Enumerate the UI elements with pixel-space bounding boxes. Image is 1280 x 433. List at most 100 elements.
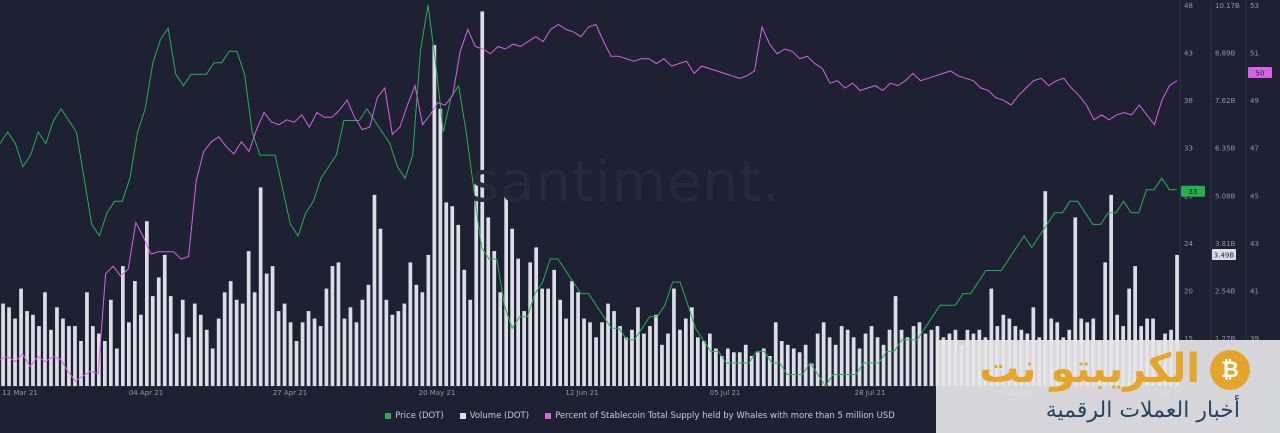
volume-bar [630, 329, 634, 386]
volume-bar [755, 352, 760, 386]
volume-bar [767, 356, 772, 386]
x-tick-label: 04 Apr 21 [129, 389, 163, 397]
volume-bar [79, 341, 83, 386]
price-current-badge-label: 33 [1189, 188, 1198, 196]
volume-bar [486, 217, 491, 386]
volume-bar [276, 311, 281, 386]
volume-bar [492, 251, 497, 386]
volume-bar [150, 296, 155, 386]
x-tick-label: 12 Jun 21 [565, 389, 598, 397]
volume-bar [833, 344, 838, 386]
legend-label-volume: Volume (DOT) [469, 411, 530, 421]
bitcoin-coin-icon: ₿ [1210, 350, 1250, 390]
volume-bar [240, 303, 245, 386]
volume-bar [109, 299, 113, 386]
volume-bar [749, 356, 754, 386]
volume-bar [37, 326, 41, 386]
volume-bar [929, 329, 934, 386]
whale-tick-label: 47 [1250, 145, 1259, 153]
price-tick-label: 33 [1184, 145, 1193, 153]
volume-bar [552, 269, 556, 386]
volume-bar [348, 307, 353, 386]
volume-bar [905, 337, 910, 386]
volume-bar [917, 322, 922, 386]
site-logo: ₿ الكريبتو نت أخبار العملات الرقمية [936, 340, 1280, 433]
volume-bar [887, 329, 892, 386]
whale-tick-label: 43 [1250, 240, 1259, 248]
volume-tick-label: 10.17B [1215, 2, 1240, 10]
volume-bar [156, 277, 161, 386]
volume-bar [534, 247, 538, 386]
volume-bar [881, 344, 886, 386]
volume-bar [414, 284, 419, 386]
volume-bar [989, 288, 994, 386]
volume-bar [1043, 191, 1048, 386]
legend-item-price[interactable]: Price (DOT) [385, 411, 444, 421]
volume-bar [851, 337, 856, 386]
volume-bar [133, 281, 137, 386]
volume-bar [145, 221, 149, 386]
volume-bar [875, 337, 880, 386]
volume-bar [468, 299, 473, 386]
volume-bar [85, 292, 89, 386]
volume-bar [378, 228, 383, 386]
volume-bar [354, 322, 359, 386]
logo-subtitle: أخبار العملات الرقمية [1045, 398, 1240, 423]
volume-bar [91, 326, 95, 386]
volume-tick-label: 5.08B [1215, 192, 1236, 200]
volume-bar [791, 348, 796, 386]
volume-bar [372, 194, 377, 386]
volume-bar [678, 329, 682, 386]
volume-bar [899, 329, 904, 386]
volume-bar [582, 318, 586, 386]
volume-bar [504, 191, 508, 386]
volume-bar [43, 292, 47, 386]
volume-bar [737, 352, 742, 386]
volume-bar [702, 341, 706, 386]
volume-bar [270, 266, 275, 386]
volume-bar [815, 333, 820, 386]
volume-bar [210, 348, 215, 386]
logo-title: الكريبتو نت [979, 346, 1200, 392]
legend-label-price: Price (DOT) [395, 411, 444, 421]
volume-bar [121, 266, 125, 386]
legend-item-whale[interactable]: Percent of Stablecoin Total Supply held … [545, 411, 895, 421]
price-tick-label: 20 [1184, 287, 1193, 295]
legend-item-volume[interactable]: Volume (DOT) [459, 411, 530, 421]
volume-tick-label: 8.89B [1215, 50, 1236, 58]
volume-bar [222, 292, 227, 386]
volume-tick-label: 6.35B [1215, 145, 1236, 153]
whale-tick-label: 41 [1250, 287, 1259, 295]
volume-bar [180, 299, 185, 386]
volume-bar [139, 314, 143, 386]
volume-bar [666, 333, 670, 386]
volume-bar [55, 307, 59, 386]
volume-bar [558, 299, 562, 386]
volume-bar [779, 341, 784, 386]
volume-bar [318, 326, 323, 386]
chart-legend: Price (DOT) Volume (DOT) Percent of Stab… [0, 406, 1280, 426]
volume-bar [192, 303, 197, 386]
volume-bar [396, 311, 401, 386]
volume-bar [198, 314, 203, 386]
volume-bar [1073, 217, 1078, 386]
volume-bar [720, 356, 724, 386]
legend-label-whale: Percent of Stablecoin Total Supply held … [555, 411, 895, 421]
whale-tick-label: 45 [1250, 192, 1259, 200]
volume-bar [743, 344, 748, 386]
volume-bar [252, 292, 257, 386]
volume-bar [1103, 262, 1107, 386]
volume-bar [839, 326, 844, 386]
volume-bar [330, 266, 335, 386]
volume-tick-label: 1.27B [1215, 335, 1236, 343]
volume-bar [845, 329, 850, 386]
volume-bar [708, 333, 712, 386]
volume-bar [785, 344, 790, 386]
volume-bar [893, 296, 898, 386]
volume-bar [19, 288, 23, 386]
volume-bar [797, 352, 802, 386]
volume-current-badge [1212, 249, 1236, 260]
price-tick-label: 43 [1184, 50, 1193, 58]
volume-bar [522, 311, 526, 386]
volume-bar [696, 337, 700, 386]
